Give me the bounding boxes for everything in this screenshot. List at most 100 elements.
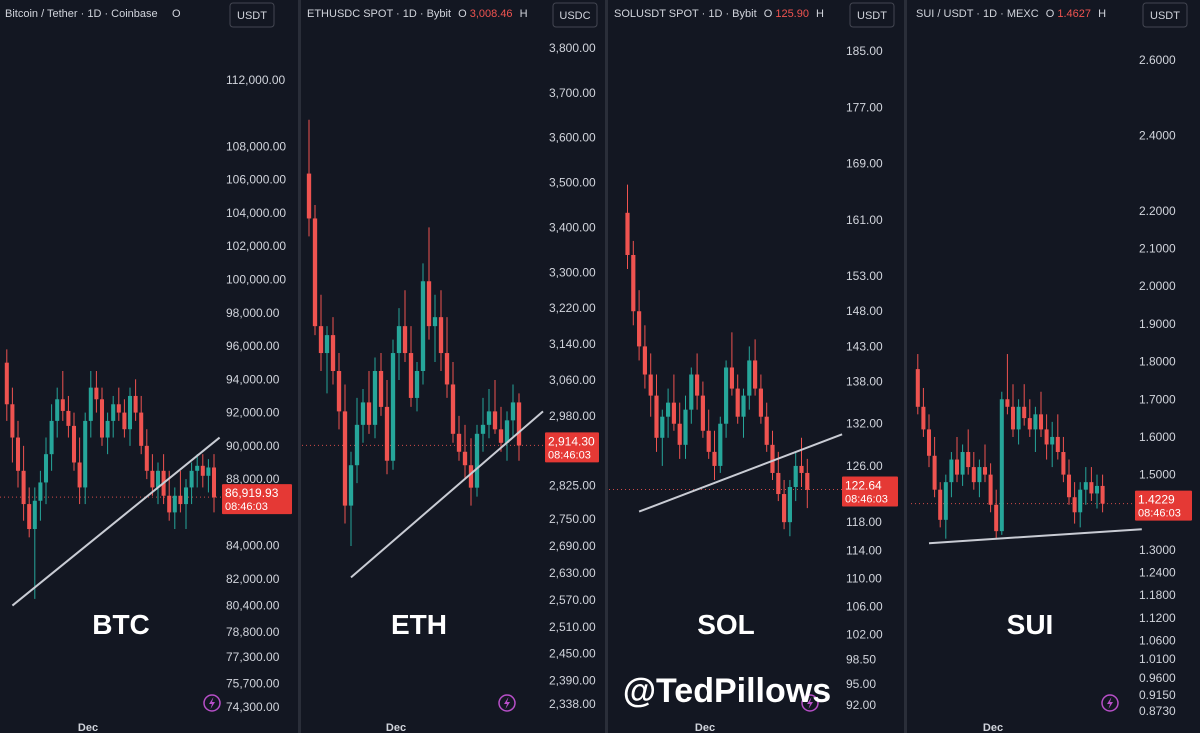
candle-body — [206, 467, 211, 476]
lightning-icon[interactable] — [498, 694, 516, 712]
candle-body — [414, 371, 420, 398]
symbol-header[interactable]: SOLUSDT SPOT · 1D · Bybit O 125.90 H — [614, 8, 824, 20]
candle — [211, 454, 217, 513]
currency-button-bg[interactable] — [229, 2, 275, 28]
candle-body — [480, 424, 486, 434]
candle — [921, 387, 926, 437]
price-tick-label: 3,140.00 — [549, 337, 596, 351]
currency-button-label[interactable]: USDT — [857, 10, 887, 22]
candle-body — [384, 406, 390, 461]
price-axis[interactable]: 2.6000 2.4000 2.2000 2.1000 2.0000 1.9000 1.80… — [1139, 53, 1176, 718]
price-tick-label: 95.00 — [846, 677, 876, 691]
price-tick-label: 153.00 — [846, 269, 883, 283]
panel-divider[interactable] — [605, 0, 608, 733]
symbol-header[interactable]: Bitcoin / Tether · 1D · Coinbase — [5, 8, 158, 20]
candle — [631, 240, 636, 326]
currency-button[interactable]: USDT — [1142, 2, 1188, 28]
symbol-header[interactable]: ETHUSDC SPOT · 1D · Bybit O 3,008.46 H — [307, 8, 528, 20]
candle — [787, 479, 792, 537]
symbol-header-name: SUI / USDT · 1D · MEXC — [916, 8, 1039, 20]
last-price-label: 86,919.93 — [225, 486, 279, 500]
currency-button-label[interactable]: USDT — [237, 10, 267, 22]
price-tick-label: 2,750.00 — [549, 512, 596, 526]
header-open-letter: O — [172, 8, 181, 20]
lightning-icon[interactable] — [203, 694, 221, 712]
currency-button[interactable]: USDT — [229, 2, 275, 28]
candle — [468, 438, 474, 506]
candle-body — [366, 402, 372, 425]
candle-body — [1083, 482, 1088, 490]
candle — [915, 354, 920, 415]
candle-body — [55, 399, 60, 421]
candle — [938, 482, 943, 528]
candle — [764, 402, 769, 452]
candle — [648, 353, 653, 417]
plot-area — [609, 0, 906, 733]
price-tick-label: 84,000.00 — [226, 539, 280, 553]
candle-body — [167, 495, 172, 513]
price-axis[interactable]: 3,800.00 3,700.00 3,600.00 3,500.00 3,400.00… — [549, 41, 596, 711]
candle — [414, 362, 420, 412]
candle-body — [1089, 482, 1094, 494]
candle — [105, 412, 110, 455]
price-tick-label: 112,000.00 — [226, 73, 285, 87]
countdown-label: 08:46:03 — [1138, 508, 1181, 520]
trendline[interactable] — [638, 433, 843, 513]
symbol-header[interactable]: SUI / USDT · 1D · MEXC O 1.4627 H — [916, 8, 1106, 20]
lightning-icon[interactable] — [801, 694, 819, 712]
currency-button-bg[interactable] — [1142, 2, 1188, 28]
candle — [625, 184, 630, 270]
candle — [729, 332, 734, 396]
candle-body — [938, 489, 943, 520]
candle-body — [1072, 497, 1077, 513]
candle-body — [432, 317, 438, 327]
candle-body — [712, 451, 717, 466]
price-tick-label: 148.00 — [846, 304, 883, 318]
candle-body — [1038, 414, 1044, 430]
candle-body — [782, 494, 787, 523]
currency-button-label[interactable]: USDT — [1150, 10, 1180, 22]
price-tick-label: 90,000.00 — [226, 439, 280, 453]
candle — [977, 459, 982, 498]
price-tick-label: 1.0600 — [1139, 633, 1176, 647]
price-tick-label: 2.4000 — [1139, 129, 1176, 143]
trendline[interactable] — [350, 410, 544, 579]
price-tick-label: 106,000.00 — [226, 173, 286, 187]
price-axis[interactable]: 112,000.00 108,000.00 106,000.00 104,000.00… — [226, 73, 286, 714]
lightning-icon[interactable] — [1101, 694, 1119, 712]
candle — [677, 402, 682, 459]
currency-button[interactable]: USDC — [552, 2, 598, 28]
candle — [960, 444, 965, 486]
candle — [994, 489, 999, 539]
candle-body — [60, 399, 65, 411]
candle — [724, 360, 729, 438]
candle — [1038, 391, 1044, 437]
price-axis[interactable]: 185.00 177.00 169.00 161.00 153.00 148.00 143.… — [846, 44, 883, 712]
candle — [1055, 414, 1060, 460]
candle-body — [15, 437, 21, 471]
price-tick-label: 96,000.00 — [226, 339, 280, 353]
currency-button-label[interactable]: USDC — [559, 10, 590, 22]
candle — [396, 308, 402, 380]
candle-body — [372, 371, 378, 425]
panel-divider[interactable] — [298, 0, 301, 733]
last-price-tag: 122.64 08:46:03 — [842, 476, 898, 507]
candle — [27, 487, 32, 538]
currency-button[interactable]: USDT — [849, 2, 895, 28]
currency-button-bg[interactable] — [552, 2, 598, 28]
last-price-label: 2,914.30 — [548, 434, 595, 448]
last-price-tag: 86,919.93 08:46:03 — [222, 484, 292, 515]
price-tick-label: 169.00 — [846, 157, 883, 171]
candle-body — [396, 326, 402, 354]
panel-divider[interactable] — [904, 0, 907, 733]
trendline[interactable] — [11, 436, 221, 607]
currency-button-bg[interactable] — [849, 2, 895, 28]
candle — [306, 119, 312, 237]
candle — [150, 454, 155, 496]
candle-body — [336, 371, 342, 412]
candle-body — [671, 402, 676, 424]
candle — [43, 437, 49, 505]
trendline[interactable] — [928, 528, 1142, 545]
candle-body — [1005, 399, 1010, 407]
price-tick-label: 106.00 — [846, 600, 883, 614]
